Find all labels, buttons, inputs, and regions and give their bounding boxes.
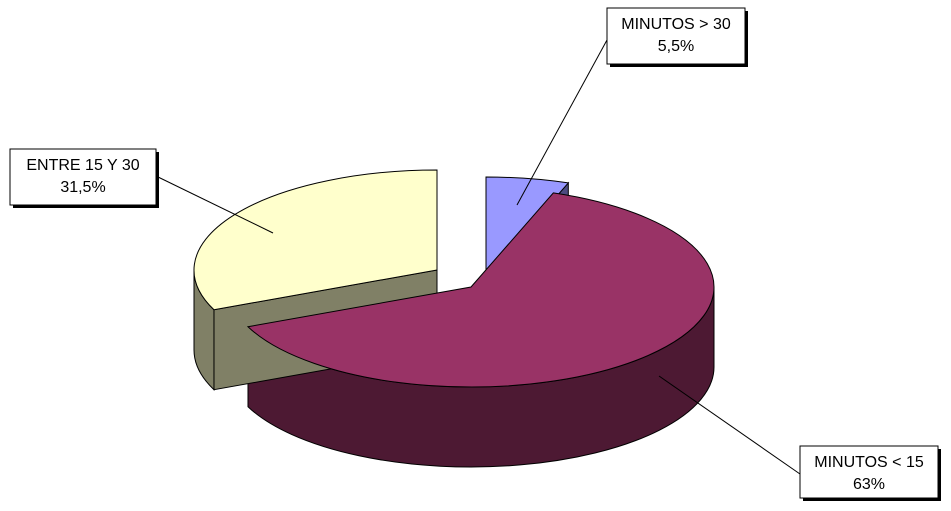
slice-value-minutos-30: 5,5%: [658, 38, 694, 55]
slice-entre-15-y-30: [193, 169, 438, 311]
leader-line-minutos-30: [516, 39, 608, 206]
label-box-entre-15-y-30: [9, 148, 157, 206]
label-box-minutos-15: [799, 445, 939, 499]
label-box-minutos-30: [606, 7, 746, 65]
slice-label-minutos-30: MINUTOS > 30: [621, 16, 731, 33]
slice-label-entre-15-y-30: ENTRE 15 Y 30: [26, 157, 139, 174]
leader-line-minutos-15: [658, 375, 801, 475]
pie-tops: [193, 169, 715, 388]
data-label-minutos-30: MINUTOS > 30 5,5%: [516, 7, 748, 206]
data-label-minutos-15: MINUTOS < 15 63%: [658, 375, 941, 501]
leader-line-entre-15-y-30: [155, 175, 274, 234]
pie-labels: MINUTOS > 30 5,5% MINUTOS < 15 63% ENTRE 15 …: [9, 7, 941, 501]
slice-label-minutos-15: MINUTOS < 15: [814, 454, 924, 471]
slice-value-minutos-15: 63%: [853, 476, 885, 493]
slice-minutos-15: [246, 192, 715, 388]
data-label-entre-15-y-30: ENTRE 15 Y 30 31,5%: [9, 148, 274, 234]
slice-value-entre-15-y-30: 31,5%: [60, 179, 105, 196]
